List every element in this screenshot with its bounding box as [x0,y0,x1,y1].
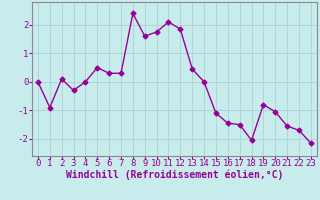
X-axis label: Windchill (Refroidissement éolien,°C): Windchill (Refroidissement éolien,°C) [66,170,283,180]
